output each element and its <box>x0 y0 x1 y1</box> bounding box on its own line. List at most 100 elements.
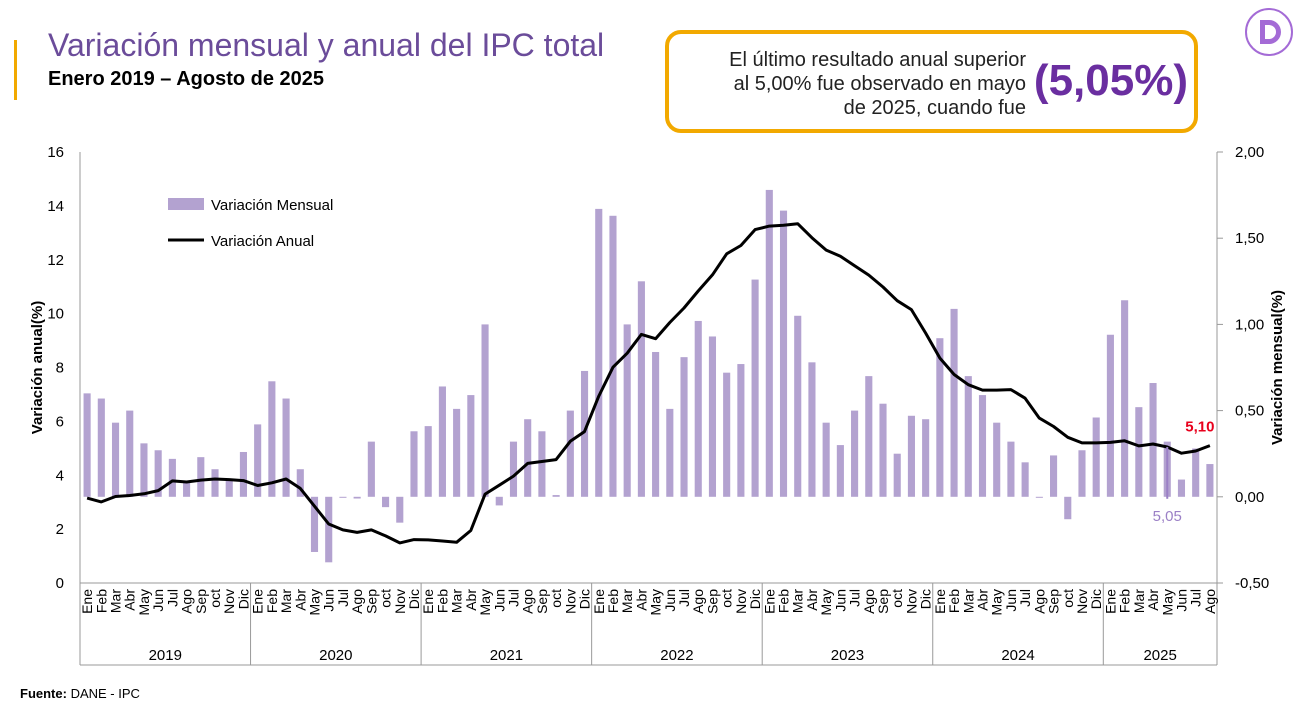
x-month-label: May <box>136 589 152 615</box>
bar <box>1206 464 1214 497</box>
bar <box>154 450 162 497</box>
x-month-label: Jul <box>506 589 522 607</box>
bar <box>907 415 915 497</box>
y-right-tick-label: 0,50 <box>1235 403 1264 420</box>
y-right-tick-label: 2,00 <box>1235 144 1264 161</box>
bar <box>396 496 404 523</box>
x-month-label: Abr <box>463 589 479 611</box>
bar <box>1149 383 1157 497</box>
x-month-label: May <box>477 589 493 615</box>
x-month-label: Ago <box>520 589 536 614</box>
x-month-label: Sep <box>363 589 379 614</box>
x-month-label: Jun <box>832 589 848 612</box>
bar <box>708 336 717 497</box>
bar <box>310 496 319 552</box>
callout-line: El último resultado anual superior <box>729 49 1026 71</box>
y-left-tick-label: 8 <box>56 360 64 377</box>
x-month-label: Sep <box>1046 589 1062 614</box>
x-month-label: Mar <box>1131 589 1147 613</box>
x-month-label: Ene <box>761 589 777 614</box>
bar <box>197 457 205 497</box>
bar <box>140 443 148 497</box>
y-right-tick-label: 0,00 <box>1235 489 1264 506</box>
x-month-label: Ene <box>250 589 266 614</box>
bar <box>168 458 176 497</box>
y-left-tick-label: 14 <box>47 198 64 215</box>
x-year-label: 2023 <box>831 647 864 664</box>
bar <box>424 426 432 497</box>
bar <box>211 469 219 497</box>
x-month-label: Ene <box>1102 589 1118 614</box>
x-month-label: May <box>648 589 664 615</box>
accent-bar <box>14 40 17 100</box>
bar <box>268 381 276 497</box>
x-month-label: oct <box>378 589 394 608</box>
x-month-label: Jul <box>676 589 692 607</box>
x-month-label: Jul <box>1188 589 1204 607</box>
bar <box>580 370 589 497</box>
x-month-label: Ago <box>1202 589 1218 614</box>
bar <box>652 351 660 497</box>
bar <box>83 393 91 497</box>
callout-value: (5,05%) <box>1033 56 1188 105</box>
x-month-label: Abr <box>292 589 308 611</box>
x-month-label: oct <box>548 589 564 608</box>
bar <box>1064 496 1072 520</box>
x-month-label: Jul <box>164 589 180 607</box>
x-month-label: Jul <box>335 589 351 607</box>
bar <box>1092 417 1100 497</box>
x-month-label: Jul <box>847 589 863 607</box>
bar <box>183 481 191 497</box>
bar <box>495 496 503 506</box>
x-month-label: Ago <box>349 589 365 614</box>
bar <box>950 308 958 497</box>
x-month-label: Dic <box>577 589 593 609</box>
annotation-label: 5,05 <box>1153 508 1182 525</box>
y-right-tick-label: 1,00 <box>1235 316 1264 333</box>
x-month-label: Nov <box>392 589 408 614</box>
bar <box>879 403 887 497</box>
x-month-label: Jun <box>491 589 507 612</box>
bar <box>325 496 333 563</box>
x-month-label: Feb <box>1117 589 1133 613</box>
bar <box>993 422 1001 497</box>
page-subtitle: Enero 2019 – Agosto de 2025 <box>48 68 325 90</box>
bar <box>296 469 304 497</box>
x-month-label: Mar <box>619 589 635 613</box>
source-text: DANE - IPC <box>70 686 140 701</box>
x-month-label: Sep <box>193 589 209 614</box>
bar <box>1121 300 1129 497</box>
bar <box>623 324 631 497</box>
callout-text: El último resultado anual superior al 5,… <box>686 48 1026 120</box>
bar <box>666 408 674 497</box>
y-right-tick-label: 1,50 <box>1235 230 1264 247</box>
page-title: Variación mensual y anual del IPC total <box>48 27 605 63</box>
x-month-label: Nov <box>221 589 237 614</box>
bar <box>126 410 134 497</box>
bar <box>524 419 532 497</box>
bar <box>467 395 475 497</box>
bar <box>723 372 731 497</box>
bar <box>566 410 574 497</box>
x-month-label: Ene <box>591 589 607 614</box>
x-month-label: Abr <box>1145 589 1161 611</box>
x-month-label: Nov <box>903 589 919 614</box>
bar <box>282 398 290 497</box>
x-month-label: Jun <box>150 589 166 612</box>
bar <box>922 419 930 497</box>
bar <box>1135 407 1143 497</box>
bar <box>410 431 418 497</box>
d-logo-icon <box>1245 8 1293 56</box>
y-left-tick-label: 2 <box>56 521 64 538</box>
x-month-label: Ago <box>179 589 195 614</box>
bar <box>254 424 262 497</box>
x-month-label: Jun <box>321 589 337 612</box>
y-left-axis-title: Variación anual(%) <box>29 301 46 434</box>
x-year-label: 2021 <box>490 647 523 664</box>
x-month-label: Sep <box>875 589 891 614</box>
bar <box>936 338 944 497</box>
bar <box>367 441 375 497</box>
bar <box>637 281 645 497</box>
x-month-label: May <box>1159 589 1175 615</box>
x-month-label: Sep <box>705 589 721 614</box>
